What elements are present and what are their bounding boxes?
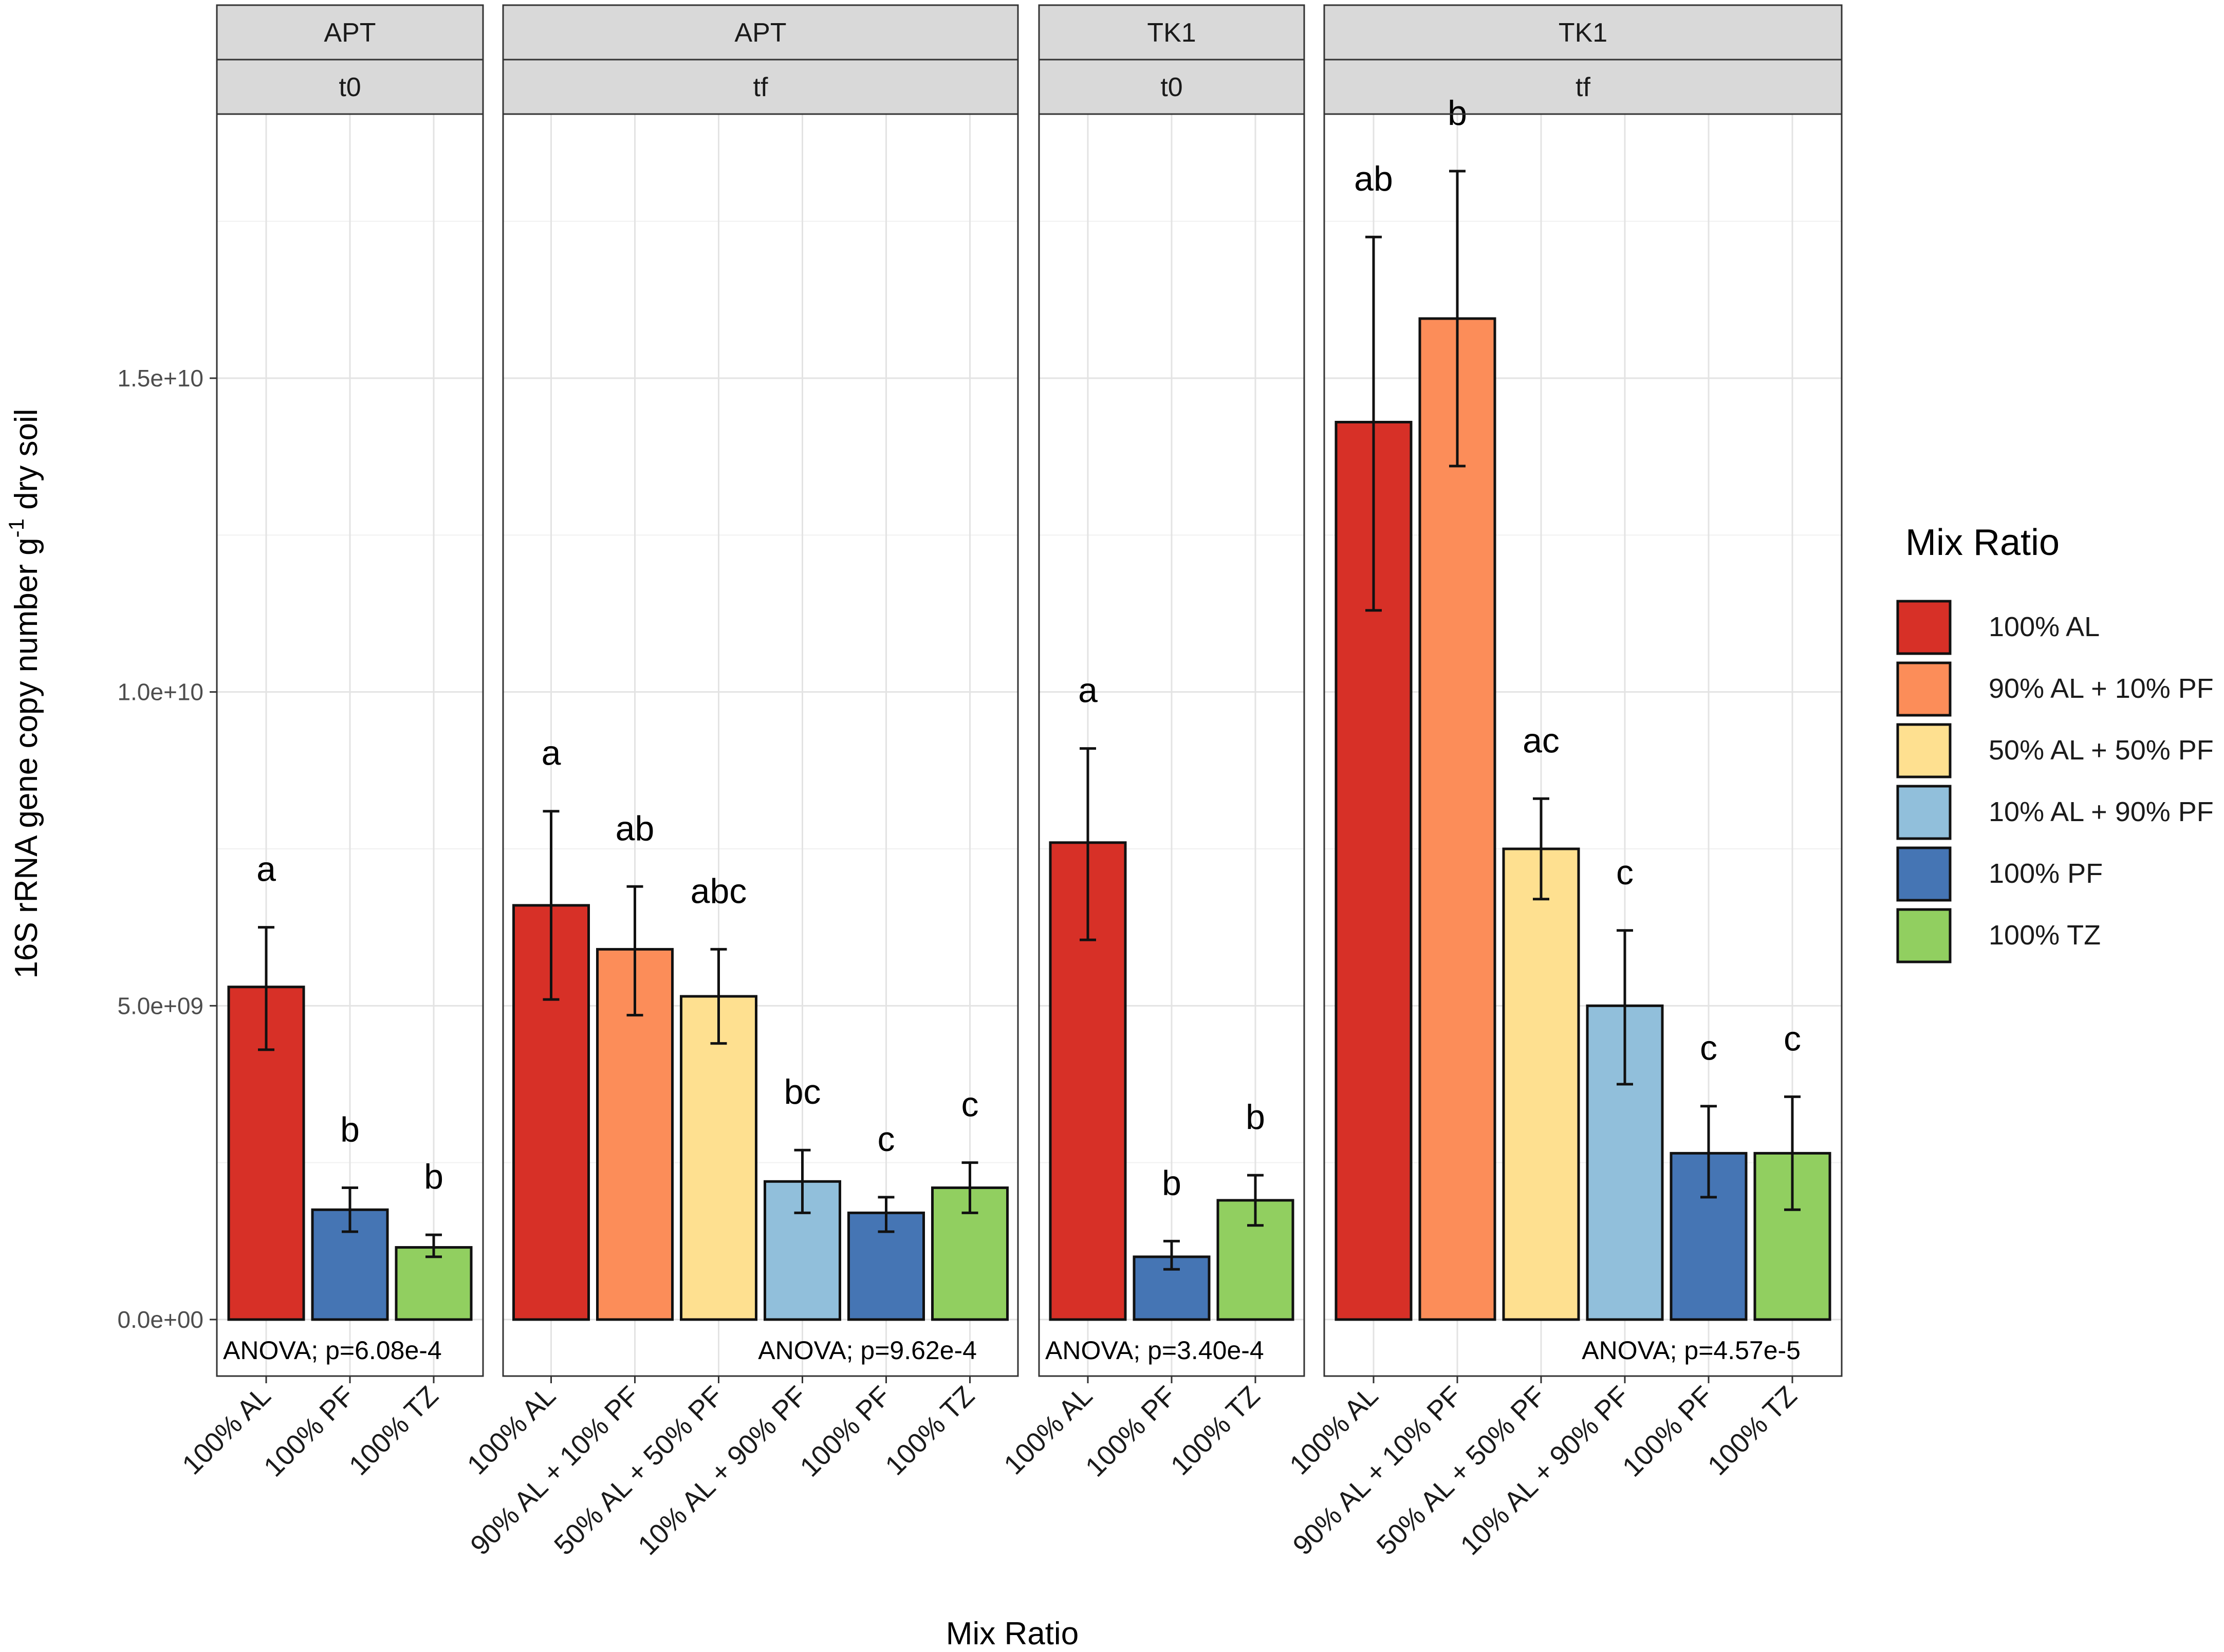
strip-time [1323,59,1843,115]
significance-letter: a [1078,671,1098,710]
x-tick-label: 100% TZ [343,1380,444,1481]
significance-letter: b [424,1157,443,1196]
strip-time [216,59,484,115]
anova-label: ANOVA; p=9.62e-4 [758,1336,977,1365]
legend-label: 10% AL + 90% PF [1989,796,2214,827]
x-tick-label: 100% TZ [1165,1380,1266,1481]
bar-50-al-50-pf [680,995,757,1321]
y-axis-title-main: 16S rRNA gene copy number g [9,537,44,978]
significance-letter: b [1246,1098,1265,1137]
strip-site [1323,4,1843,61]
panel-tk1-t0: TK1 t0 a 100% AL b 100% PF b 100% TZ ANOVA; p=3.… [998,4,1305,1483]
panel-border [502,113,1019,1377]
significance-letter: bc [784,1072,821,1111]
significance-letter: c [878,1120,895,1159]
significance-letter: b [1448,94,1467,133]
significance-letter: a [542,734,561,773]
strip-site-label: TK1 [1559,18,1607,48]
y-tick-label: 1.0e+10 [117,679,203,706]
panel-apt-t0: APT t0 a 100% AL b 100% PF b 100% TZ ANOVA; p=6.… [176,4,484,1483]
legend-key-50-al-50-pf [1896,723,1952,778]
bar-50-al-50-pf [1502,847,1580,1321]
strip-site-label: APT [324,18,376,48]
anova-label: ANOVA; p=4.57e-5 [1582,1336,1801,1365]
strip-site [502,4,1019,61]
legend-key-100-al [1896,600,1952,655]
strip-site [1038,4,1305,61]
legend-title: Mix Ratio [1905,522,2060,563]
significance-letter: ac [1523,721,1560,760]
significance-letter: c [1616,853,1634,892]
strip-site-label: APT [734,18,786,48]
legend-label: 100% TZ [1989,920,2101,951]
y-tick-label: 0.0e+00 [117,1306,203,1333]
significance-letter: b [340,1110,360,1149]
anova-label: ANOVA; p=6.08e-4 [223,1336,442,1365]
y-tick-label: 5.0e+09 [117,992,203,1019]
significance-letter: b [1162,1163,1181,1202]
strip-site-label: TK1 [1147,18,1196,48]
significance-letter: a [256,850,276,889]
panels-layer: APT t0 a 100% AL b 100% PF b 100% TZ ANOVA; p=6.… [176,4,1843,1561]
y-axis-title-superscript: -1 [4,518,28,537]
bar-90-al-10-pf [1418,317,1496,1321]
x-tick-label: 100% PF [1617,1380,1719,1482]
strip-site [216,4,484,61]
legend-key-90-al-10-pf [1896,661,1952,717]
x-tick-label: 100% PF [1080,1380,1182,1482]
legend-label: 100% PF [1989,858,2103,889]
strip-time-label: t0 [339,72,361,102]
x-axis-title: Mix Ratio [946,1616,1079,1651]
strip-time-label: t0 [1160,72,1182,102]
strip-time [502,59,1019,115]
anova-label: ANOVA; p=3.40e-4 [1045,1336,1264,1365]
bar-100-tz [395,1246,473,1321]
significance-letter: ab [1354,159,1393,198]
significance-letter: c [1700,1029,1717,1068]
panel-border [1038,113,1305,1377]
x-tick-label: 100% PF [258,1380,360,1482]
significance-letter: c [961,1085,979,1124]
legend-key-100-tz [1896,908,1952,963]
x-tick-label: 100% PF [794,1380,896,1482]
x-tick-label: 100% AL [998,1380,1098,1480]
legend-key-10-al-90-pf [1896,785,1952,840]
significance-letter: abc [691,871,747,911]
strip-time-label: tf [753,72,768,102]
y-axis-title: 16S rRNA gene copy number g-1 dry soil [4,409,44,978]
x-tick-label: 100% TZ [879,1380,980,1481]
legend-label: 100% AL [1989,611,2100,642]
legend-label: 90% AL + 10% PF [1989,673,2214,704]
legend: Mix Ratio 100% AL 90% AL + 10% PF 50% AL + … [1896,522,2214,963]
strip-time-label: tf [1576,72,1590,102]
x-tick-label: 100% AL [176,1380,276,1480]
x-tick-label: 100% TZ [1702,1380,1803,1481]
y-axis-title-tail: dry soil [9,409,44,518]
legend-key-100-pf [1896,846,1952,902]
y-tick-label: 1.5e+10 [117,365,203,392]
significance-letter: c [1784,1019,1801,1058]
legend-label: 50% AL + 50% PF [1989,735,2214,766]
panel-border [216,113,484,1377]
y-axis: 0.0e+00 5.0e+09 1.0e+10 1.5e+10 [117,365,217,1333]
panel-border [1323,113,1843,1377]
significance-letter: ab [616,809,655,848]
